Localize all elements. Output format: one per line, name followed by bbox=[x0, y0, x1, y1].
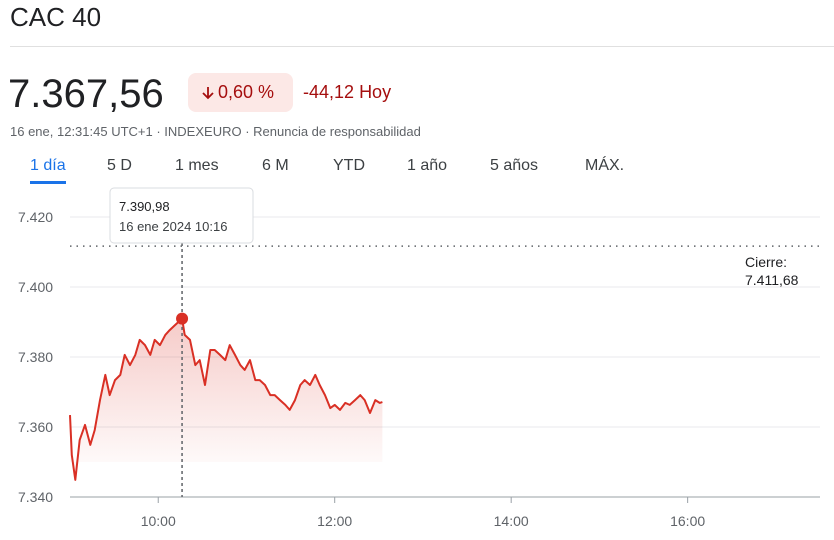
change-value: -44,12 bbox=[303, 82, 355, 102]
tooltip-box bbox=[109, 187, 254, 244]
y-tick-label: 7.420 bbox=[18, 209, 53, 225]
tab[interactable]: 1 año bbox=[407, 157, 448, 174]
tab[interactable]: 1 día bbox=[30, 157, 66, 184]
tab[interactable]: MÁX. bbox=[585, 157, 625, 174]
tab[interactable]: 6 M bbox=[262, 157, 289, 174]
price-line bbox=[69, 317, 383, 481]
change-abs: -44,12 Hoy bbox=[303, 82, 391, 103]
tab[interactable]: 5 D bbox=[107, 157, 132, 174]
down-arrow bbox=[202, 87, 214, 100]
y-tick-label: 7.400 bbox=[18, 279, 53, 295]
quote-meta: 16 ene, 12:31:45 UTC+1 · INDEXEURO · Ren… bbox=[10, 124, 421, 139]
change-pill: 0,60 % bbox=[188, 73, 293, 112]
x-tick-label: 10:00 bbox=[141, 513, 176, 529]
y-tick-label: 7.340 bbox=[18, 489, 53, 505]
x-tick-label: 16:00 bbox=[670, 513, 705, 529]
tab[interactable]: 1 mes bbox=[175, 157, 219, 174]
page-title: CAC 40 bbox=[10, 2, 102, 32]
y-tick-label: 7.380 bbox=[18, 349, 53, 365]
divider bbox=[10, 46, 834, 47]
y-tick-label: 7.360 bbox=[18, 419, 53, 435]
tab[interactable]: YTD bbox=[333, 157, 365, 174]
previous-close-title: Cierre: bbox=[745, 254, 787, 270]
hover-point bbox=[176, 312, 189, 325]
tooltip-value: 7.390,98 bbox=[119, 199, 170, 214]
period: Hoy bbox=[359, 82, 392, 102]
area-fill bbox=[70, 318, 383, 480]
price: 7.367,56 bbox=[8, 72, 164, 116]
tooltip-date: 16 ene 2024 10:16 bbox=[119, 219, 227, 234]
previous-close-label: 7.411,68 bbox=[745, 272, 799, 288]
x-tick-label: 14:00 bbox=[494, 513, 529, 529]
tab[interactable]: 5 años bbox=[490, 157, 539, 174]
x-tick-label: 12:00 bbox=[317, 513, 352, 529]
change-percent: 0,60 % bbox=[218, 82, 275, 102]
